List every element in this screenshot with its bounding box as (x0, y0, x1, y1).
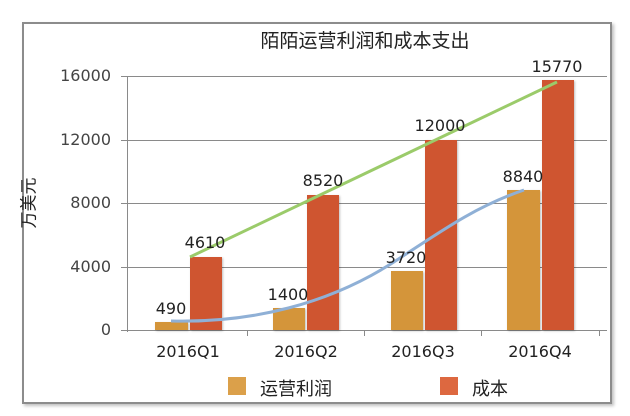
data-label-profit-2016Q3: 3720 (385, 248, 427, 267)
x-label-2016Q2: 2016Q2 (274, 342, 338, 361)
x-label-2016Q1: 2016Q1 (156, 342, 220, 361)
chart-title: 陌陌运营利润和成本支出 (260, 30, 470, 52)
y-tick-mark (121, 140, 127, 141)
gridline-8000 (127, 203, 607, 204)
x-tick-mark (364, 330, 365, 336)
legend-swatch-profit (228, 377, 246, 395)
data-label-profit-2016Q2: 1400 (267, 285, 309, 304)
y-tick-16000: 16000 (60, 66, 111, 85)
bar-cost-2016Q3 (425, 140, 457, 330)
cost-trendline (189, 80, 558, 259)
bar-profit-2016Q4 (507, 190, 540, 330)
x-axis-line (127, 330, 607, 331)
legend-swatch-cost (440, 377, 458, 395)
data-label-cost-2016Q3: 12000 (414, 116, 466, 135)
bar-cost-2016Q2 (307, 195, 339, 330)
data-label-cost-2016Q1: 4610 (184, 233, 226, 252)
bar-cost-2016Q4 (542, 80, 574, 330)
x-tick-mark (481, 330, 482, 336)
y-tick-mark (121, 76, 127, 77)
x-tick-mark (599, 330, 600, 336)
x-label-2016Q4: 2016Q4 (508, 342, 572, 361)
y-tick-mark (121, 330, 127, 331)
y-tick-mark (121, 267, 127, 268)
profit-trendline (170, 188, 525, 323)
x-label-2016Q3: 2016Q3 (391, 342, 455, 361)
bar-profit-2016Q1 (155, 322, 188, 330)
y-axis-line (127, 76, 128, 332)
legend-label-profit: 运营利润 (260, 379, 332, 400)
y-tick-8000: 8000 (70, 193, 111, 212)
gridline-4000 (127, 267, 607, 268)
x-tick-mark (247, 330, 248, 336)
y-tick-12000: 12000 (60, 130, 111, 149)
data-label-profit-2016Q4: 8840 (502, 167, 544, 186)
data-label-cost-2016Q4: 15770 (531, 57, 583, 76)
data-label-cost-2016Q2: 8520 (302, 171, 344, 190)
bar-profit-2016Q2 (273, 308, 305, 330)
data-label-profit-2016Q1: 490 (155, 299, 187, 318)
gridline-16000 (127, 76, 607, 77)
y-tick-0: 0 (100, 320, 111, 339)
bar-profit-2016Q3 (391, 271, 423, 330)
bar-cost-2016Q1 (190, 257, 222, 330)
y-tick-4000: 4000 (70, 257, 111, 276)
legend-label-cost: 成本 (472, 379, 508, 400)
gridline-12000 (127, 140, 607, 141)
y-tick-mark (121, 203, 127, 204)
